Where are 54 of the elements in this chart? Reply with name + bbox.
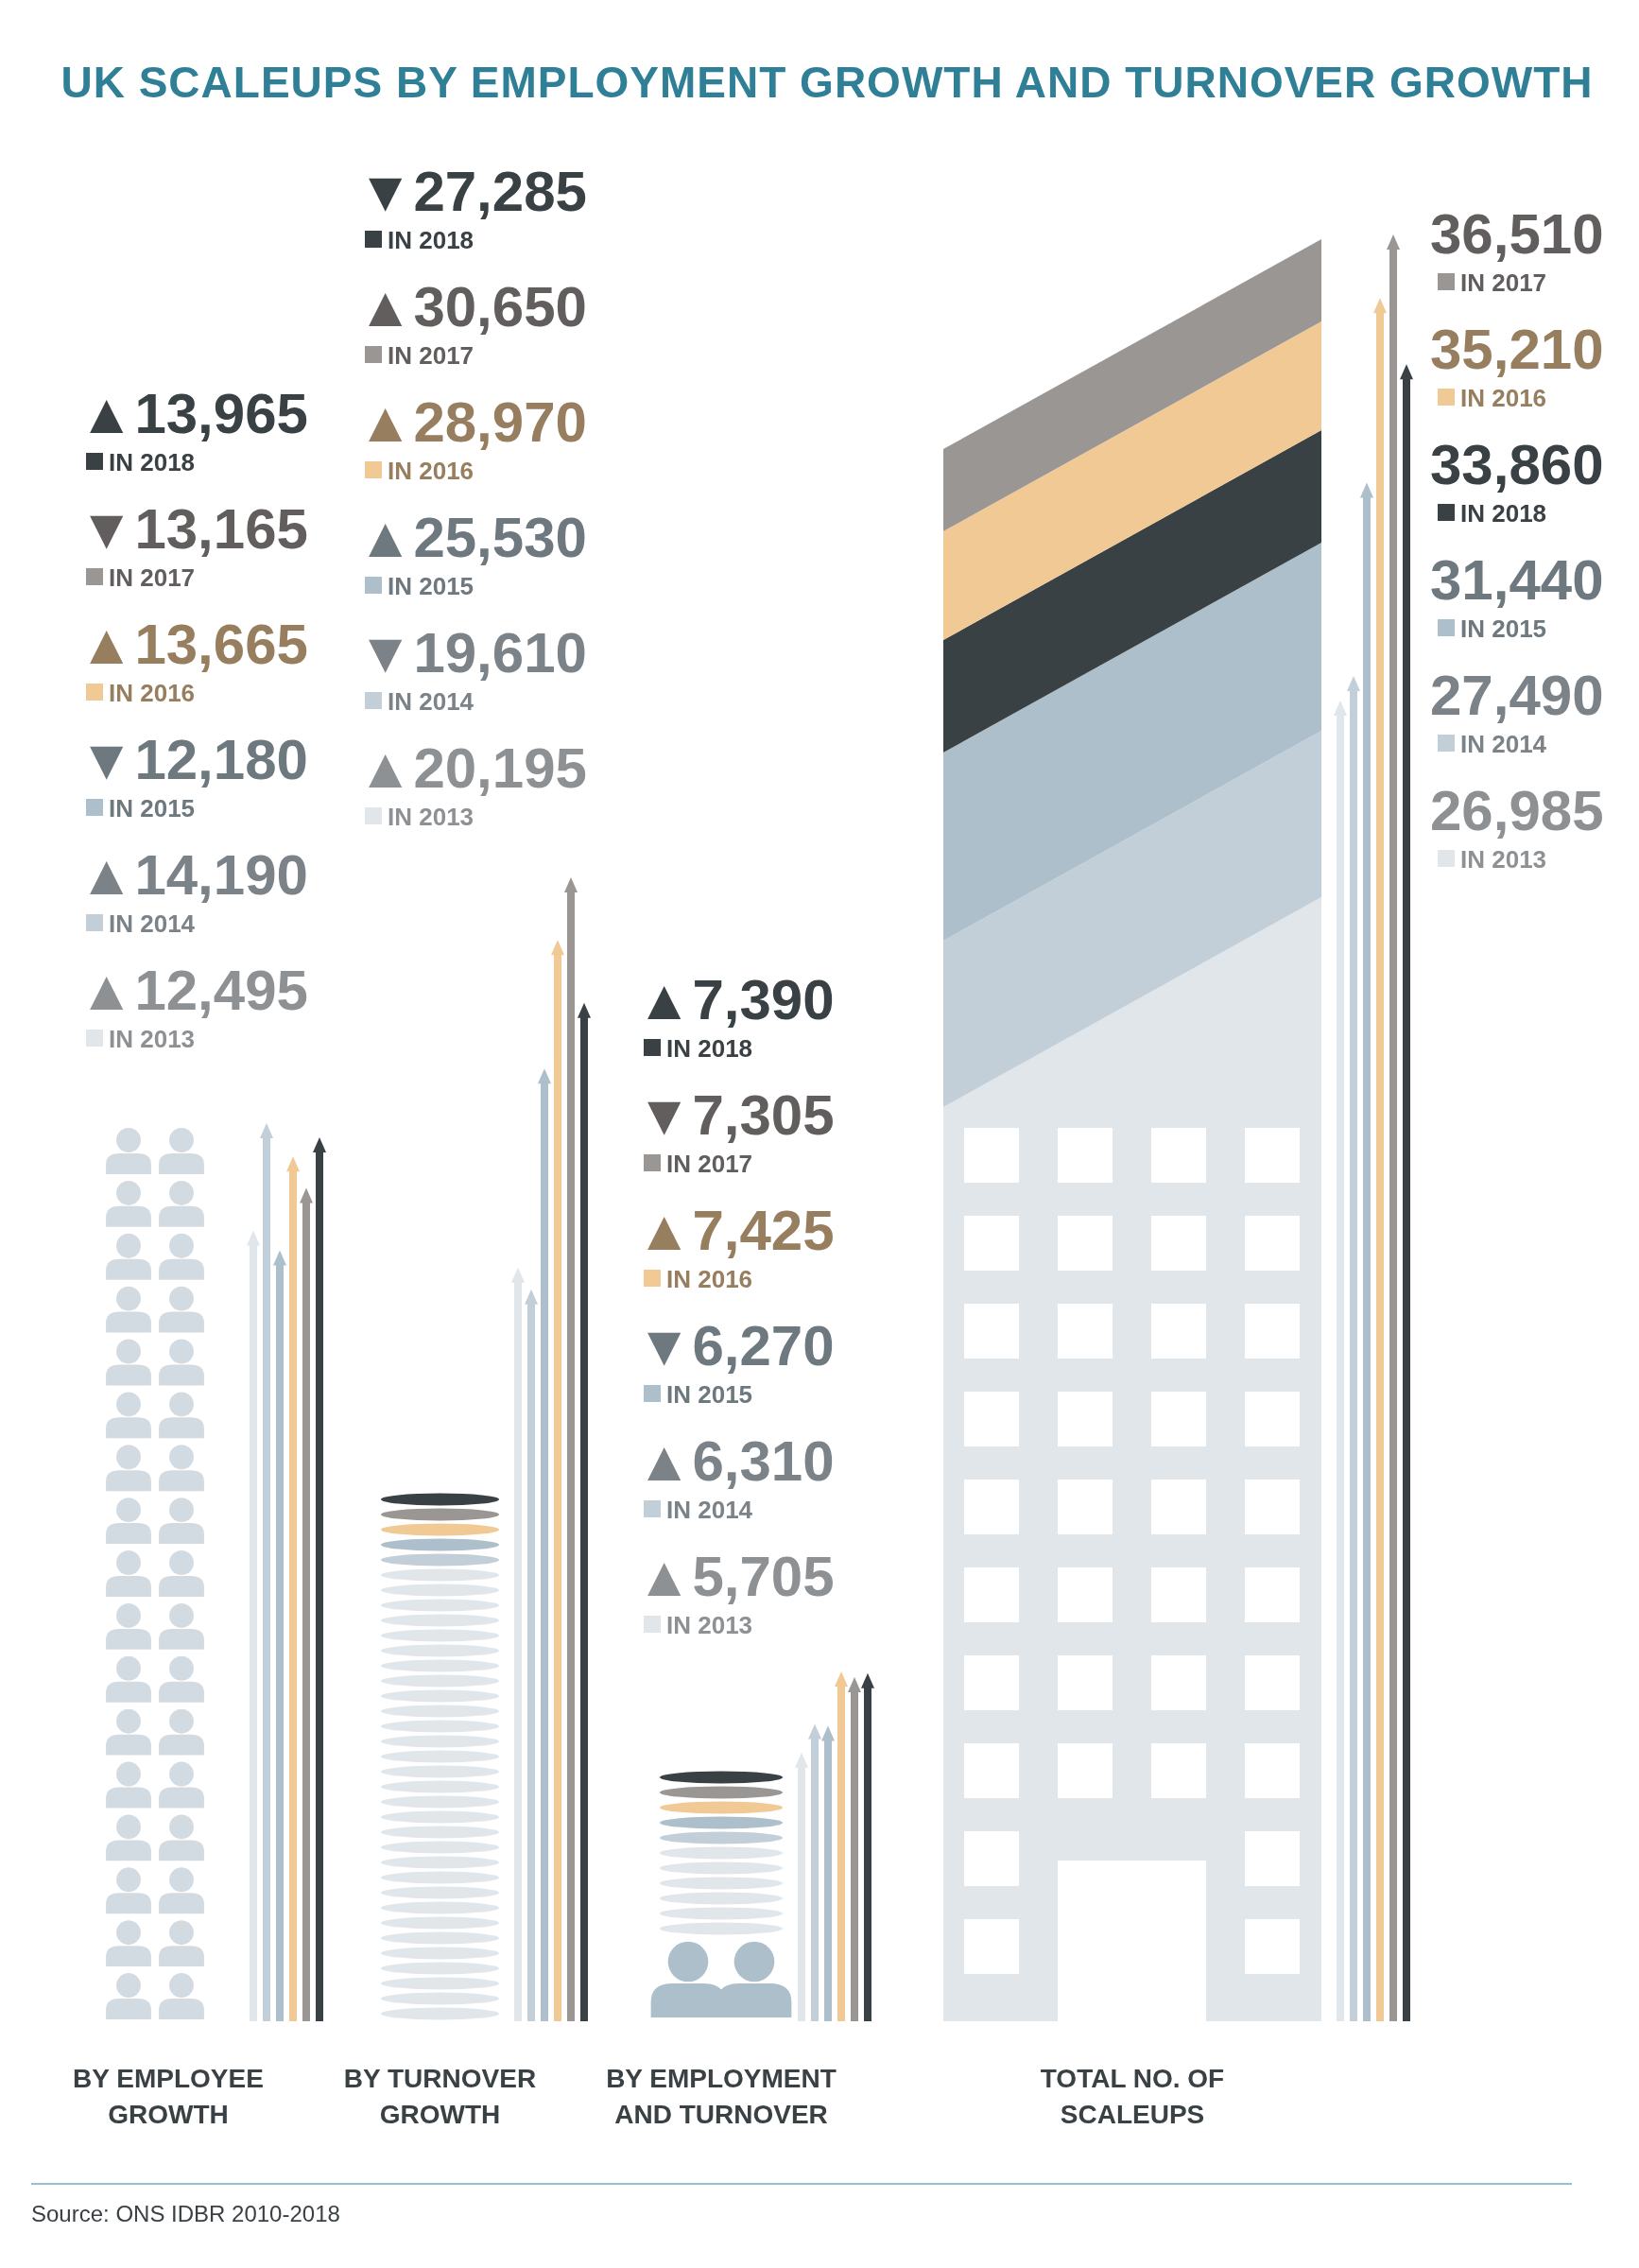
text: IN 2016 bbox=[1460, 384, 1547, 412]
data-label: ▼6,270 bbox=[636, 1314, 835, 1377]
source-note: Source: ONS IDBR 2010-2018 bbox=[31, 2201, 340, 2226]
data-label: ▲6,310 bbox=[636, 1429, 835, 1493]
text: IN 2016 bbox=[388, 457, 474, 485]
data-label: ▼12,180 bbox=[78, 728, 308, 791]
legend-label: IN 2015 bbox=[109, 794, 196, 822]
data-label: ▲5,705 bbox=[636, 1545, 835, 1608]
legend-label: IN 2014 bbox=[109, 909, 196, 938]
text: IN 2018 bbox=[666, 1034, 753, 1063]
text: IN 2015 bbox=[388, 572, 474, 600]
data-label: ▼19,610 bbox=[357, 621, 587, 684]
text: IN 2013 bbox=[388, 803, 474, 831]
data-label: 31,440 bbox=[1430, 548, 1604, 612]
text: IN 2017 bbox=[1460, 268, 1547, 297]
data-label: 27,490 bbox=[1430, 664, 1604, 727]
legend-label: IN 2018 bbox=[109, 448, 196, 476]
data-label: ▲28,970 bbox=[357, 390, 587, 454]
data-label: ▲25,530 bbox=[357, 506, 587, 569]
data-label: ▲30,650 bbox=[357, 275, 587, 338]
text: IN 2016 bbox=[666, 1265, 753, 1293]
text: IN 2015 bbox=[666, 1380, 753, 1409]
data-label: 35,210 bbox=[1430, 318, 1604, 381]
category-label: BY EMPLOYEE GROWTH bbox=[73, 2064, 264, 2129]
legend-label: IN 2017 bbox=[109, 563, 196, 592]
data-label: ▲13,965 bbox=[78, 382, 308, 445]
legend-label: IN 2013 bbox=[109, 1025, 196, 1053]
text: IN 2018 bbox=[388, 226, 474, 254]
text: IN 2014 bbox=[1460, 730, 1547, 758]
data-label: ▼27,285 bbox=[357, 160, 587, 223]
data-label: 36,510 bbox=[1430, 202, 1604, 266]
category-label: BY TURNOVER GROWTH bbox=[343, 2064, 537, 2129]
legend-label: IN 2016 bbox=[109, 679, 196, 707]
text: UK SCALEUPS BY EMPLOYMENT GROWTH AND TURNOVER GROWTH bbox=[60, 58, 1594, 107]
text: IN 2013 bbox=[666, 1611, 753, 1639]
data-label: ▲7,425 bbox=[636, 1199, 835, 1262]
data-label: ▼7,305 bbox=[636, 1083, 835, 1147]
data-label: ▲14,190 bbox=[78, 843, 308, 907]
data-label: 26,985 bbox=[1430, 779, 1604, 842]
data-label: ▲13,665 bbox=[78, 613, 308, 676]
text: IN 2015 bbox=[1460, 615, 1547, 643]
text: IN 2014 bbox=[666, 1496, 753, 1524]
data-label: ▲12,495 bbox=[78, 959, 308, 1022]
text: IN 2017 bbox=[388, 341, 474, 370]
data-label: ▲7,390 bbox=[636, 968, 835, 1031]
text: IN 2014 bbox=[388, 687, 474, 716]
text: IN 2017 bbox=[666, 1150, 753, 1178]
category-label: BY EMPLOYMENT AND TURNOVER bbox=[606, 2064, 837, 2129]
category-label: TOTAL NO. OF SCALEUPS bbox=[1040, 2064, 1225, 2129]
data-label: ▼13,165 bbox=[78, 497, 308, 561]
text: IN 2013 bbox=[1460, 845, 1547, 874]
text: IN 2018 bbox=[1460, 499, 1547, 528]
data-label: 33,860 bbox=[1430, 433, 1604, 496]
data-label: ▲20,195 bbox=[357, 736, 587, 800]
